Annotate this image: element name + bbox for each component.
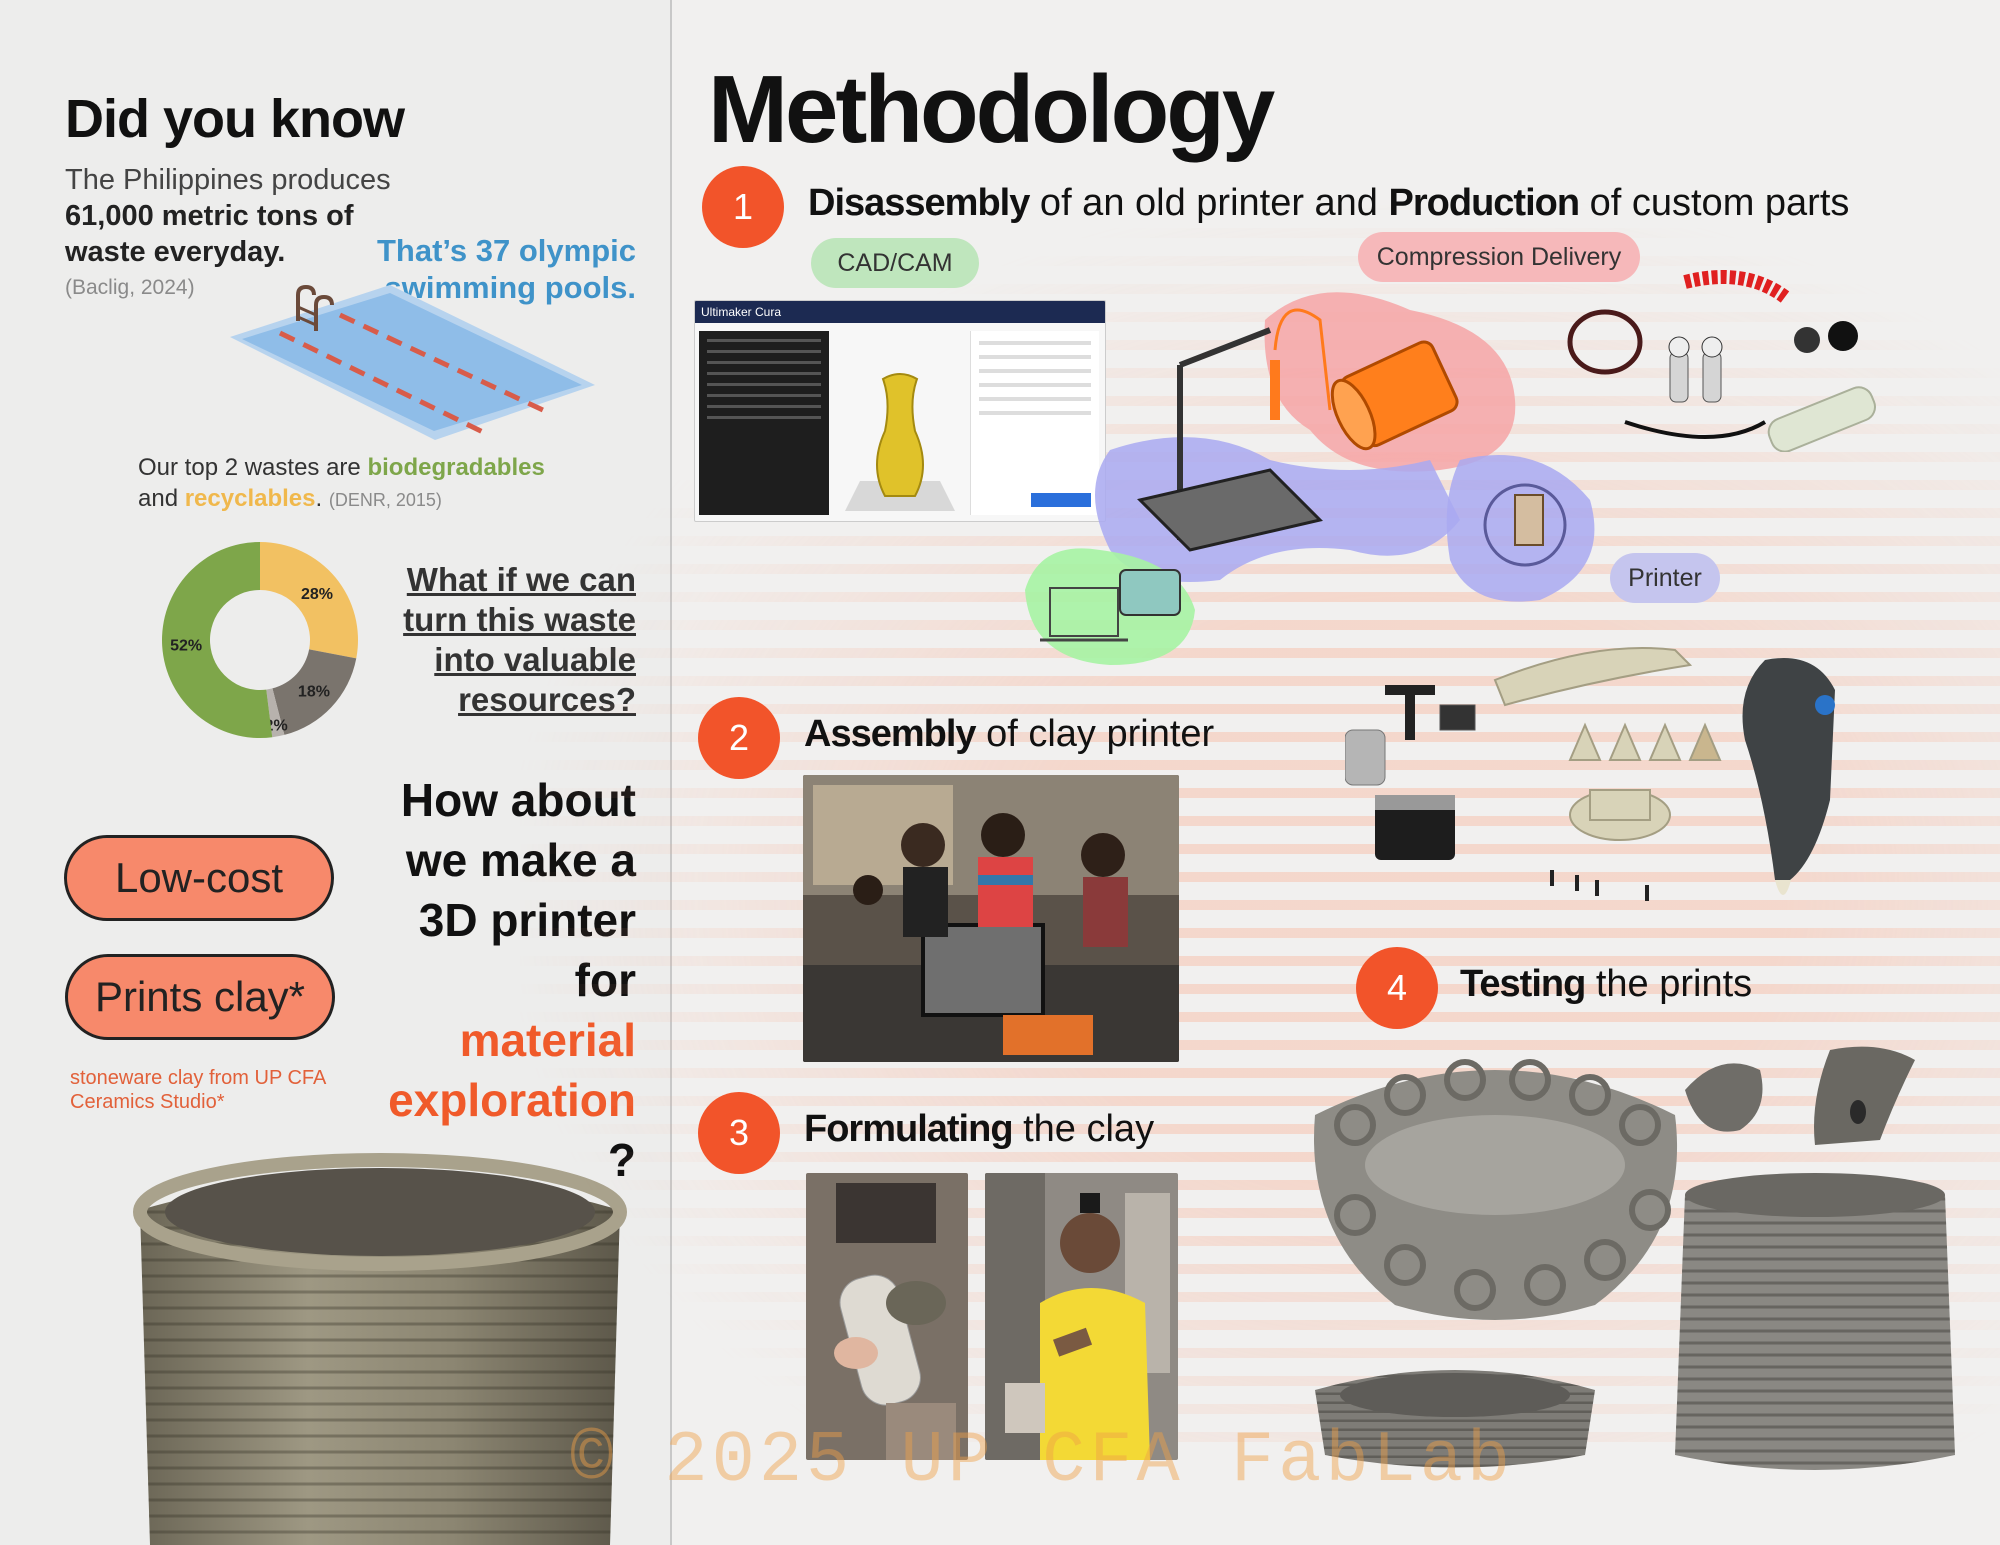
waste-donut-chart: 28%18%2%52% (161, 542, 358, 738)
compression-delivery-tag: Compression Delivery (1358, 232, 1640, 282)
low-cost-badge: Low-cost (64, 835, 334, 921)
waste-fact: The Philippines produces 61,000 metric t… (65, 162, 405, 306)
did-you-know-heading: Did you know (65, 89, 405, 149)
step-1-title: Disassembly of an old printer and Produc… (808, 182, 1850, 224)
clay-formulation-person-photo (985, 1173, 1178, 1460)
step-4-title: Testing the prints (1460, 963, 1753, 1005)
what-if-question: What if we can turn this waste into valu… (403, 561, 636, 718)
prints-clay-badge: Prints clay* (65, 954, 335, 1040)
assembly-team-photo (803, 775, 1179, 1062)
print-settings-panel (970, 331, 1099, 515)
copyright-watermark: © 2025 UP CFA FabLab (570, 1420, 1515, 1502)
step-2-number: 2 (698, 697, 780, 779)
clay-source-note: stoneware clay from UP CFA Ceramics Stud… (70, 1067, 326, 1113)
swimming-pool-icon (230, 285, 595, 440)
donut-slice-1 (260, 542, 358, 659)
air-compression-parts-image (1567, 270, 1876, 452)
donut-slice-2 (272, 649, 357, 735)
clay-mixing-photo (806, 1173, 968, 1460)
top-wastes-text: Our top 2 wastes are biodegradables and … (138, 454, 545, 512)
gcode-terminal-panel (699, 331, 829, 515)
printer-exploded-diagram (1025, 292, 1595, 665)
clay-cylinder-print-image (133, 1153, 627, 1545)
cad-cam-tag: CAD/CAM (811, 238, 979, 288)
printer-tag: Printer (1610, 553, 1720, 603)
recyclables-label: recyclables (184, 485, 316, 512)
how-about-text: How about we make a 3D printer for mater… (388, 774, 636, 1186)
donut-slice-3 (266, 688, 285, 738)
donut-label-0: 52% (170, 638, 202, 655)
step-1-number: 1 (702, 166, 784, 248)
extruder-parts-image (1345, 647, 1835, 901)
step-2-title: Assembly of clay printer (804, 713, 1215, 755)
clay-bowl-print-image (1315, 1370, 1595, 1468)
biodegradables-label: biodegradables (367, 454, 545, 481)
clay-sample-pieces-image (1685, 1046, 1915, 1145)
vase-model-icon (845, 373, 955, 511)
donut-label-2: 18% (298, 684, 330, 701)
left-panel: Did you know The Philippines produces 61… (0, 0, 672, 1545)
step-4-number: 4 (1356, 947, 1438, 1029)
olympic-pools-fact: That’s 37 olympic swimming pools. (377, 233, 636, 305)
citation-baclig: (Baclig, 2024) (65, 276, 195, 299)
clay-tall-cylinder-print-image (1675, 1173, 1955, 1470)
citation-denr: (DENR, 2015) (328, 490, 442, 510)
step-3-number: 3 (698, 1092, 780, 1174)
step-3-title: Formulating the clay (804, 1108, 1155, 1150)
donut-slice-0 (161, 542, 273, 738)
clay-nest-print-image (1314, 1059, 1678, 1320)
donut-label-1: 28% (301, 586, 333, 603)
methodology-heading: Methodology (708, 56, 1275, 163)
cura-software-screenshot: Ultimaker Cura (694, 300, 1106, 522)
cura-title-bar: Ultimaker Cura (695, 301, 1105, 323)
